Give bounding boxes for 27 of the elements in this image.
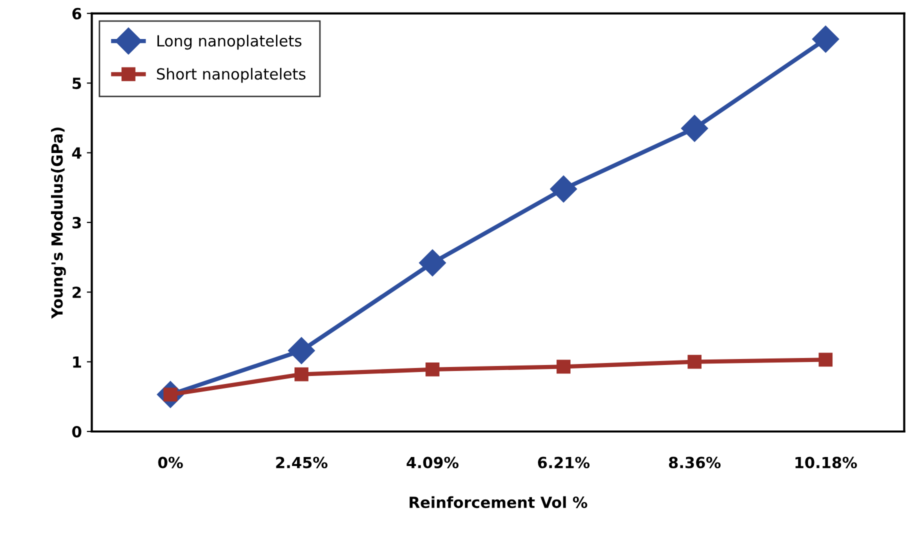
point (818, 352, 833, 367)
x-tick-label: 10.18% (796, 456, 857, 468)
point (556, 360, 570, 374)
x-tick-label: 2.45% (276, 456, 328, 468)
x-tick-label: 6.21% (538, 456, 590, 468)
y-tick-label: 3 (72, 216, 81, 228)
x-tick-label: 0% (158, 456, 183, 468)
y-tick-label: 5 (72, 78, 82, 90)
point (550, 176, 577, 202)
y-axis-title: Young's Modulus(GPa) (50, 128, 66, 319)
point (681, 114, 708, 142)
point (294, 367, 308, 382)
point (688, 354, 702, 369)
point (288, 337, 315, 364)
x-tick-label: 4.09% (406, 456, 459, 468)
legend-label: Long nanoplatelets (157, 34, 302, 50)
y-tick-label: 6 (72, 8, 82, 20)
x-tick-label: 8.36% (669, 456, 721, 468)
y-tick-label: 0 (72, 426, 82, 438)
y-tick-label: 1 (73, 356, 82, 368)
point (426, 362, 440, 376)
x-axis-title: Reinforcement Vol % (410, 496, 588, 508)
y-tick-label: 2 (72, 286, 81, 298)
legend-label: Short nanoplatelets (156, 68, 306, 83)
y-tick-label: 4 (72, 147, 82, 159)
point (419, 249, 446, 276)
point (812, 26, 840, 53)
